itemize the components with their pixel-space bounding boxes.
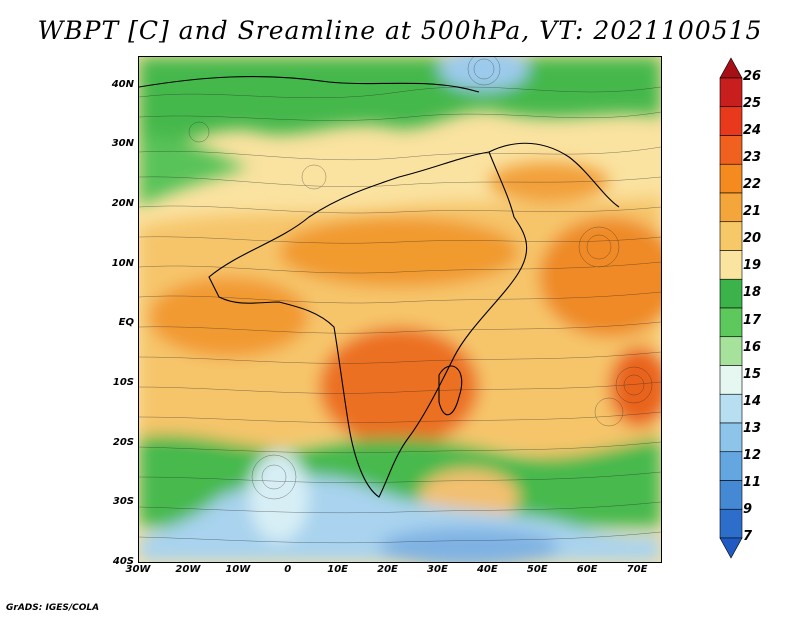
field-orange-central	[319, 327, 479, 447]
lat-label-20s: 20S	[112, 436, 134, 448]
colorbar-swatch	[719, 451, 743, 481]
field-orange-arabia	[539, 217, 661, 337]
colorbar-swatch	[719, 278, 743, 309]
colorbar-label: 16	[743, 339, 762, 355]
colorbar-label: 23	[743, 150, 762, 166]
colorbar-label: 11	[743, 474, 762, 490]
colorbar-label: 26	[743, 69, 762, 84]
lon-label-10e: 10E	[327, 564, 348, 575]
map-frame	[138, 56, 662, 563]
field-blue-cell	[249, 452, 309, 542]
lat-label-40n: 40N	[111, 78, 134, 90]
colorbar-swatch	[719, 422, 743, 453]
colorbar-swatch	[719, 393, 743, 424]
colorbar-swatch	[719, 480, 743, 510]
lat-label-10s: 10S	[112, 377, 134, 389]
field-blue-deep	[379, 527, 559, 562]
lon-label-30w: 30W	[125, 564, 151, 575]
colorbar-swatch	[719, 221, 743, 251]
lon-label-30e: 30E	[427, 564, 448, 575]
lon-label-20w: 20W	[175, 564, 201, 575]
colorbar-label: 14	[743, 393, 762, 409]
lat-label-20n: 20N	[111, 198, 134, 210]
field-orange-west	[149, 277, 309, 357]
lat-label-eq: EQ	[118, 317, 134, 329]
colorbar-swatch	[719, 192, 743, 223]
map-title: WBPT [C] and Sreamline at 500hPa, VT: 20…	[37, 16, 763, 45]
colorbar-top-arrow	[719, 57, 743, 79]
colorbar	[719, 57, 743, 559]
lon-label-70e: 70E	[626, 564, 648, 575]
lon-label-20e: 20E	[377, 564, 398, 575]
streamline-map	[139, 57, 661, 562]
colorbar-swatch	[719, 307, 743, 338]
lon-label-60e: 60E	[576, 564, 598, 575]
colorbar-label: 12	[743, 447, 762, 463]
colorbar-label: 20	[743, 231, 762, 247]
colorbar-swatch	[719, 365, 743, 395]
colorbar-label: 21	[743, 204, 762, 220]
colorbar-label: 25	[743, 96, 762, 112]
lat-label-30s: 30S	[112, 496, 134, 508]
colorbar-bottom-arrow	[719, 537, 743, 559]
colorbar-label: 7	[743, 529, 753, 544]
coastlines	[139, 76, 620, 498]
lat-label-10n: 10N	[111, 257, 134, 269]
colorbar-swatch	[719, 508, 743, 539]
colorbar-swatch	[719, 135, 743, 165]
lon-label-50e: 50E	[526, 564, 548, 575]
field-north-blue	[439, 57, 529, 91]
streamlines	[139, 57, 661, 544]
field-north-green-2	[139, 136, 249, 207]
colorbar-swatch	[719, 336, 743, 366]
colorbar-label: 22	[743, 177, 762, 193]
colorbar-label: 9	[743, 501, 753, 517]
colorbar-swatch	[719, 77, 743, 108]
colorbar-swatch	[719, 163, 743, 194]
colorbar-label: 24	[743, 123, 762, 139]
colorbar-label: 19	[743, 258, 762, 274]
lat-label-30n: 30N	[111, 138, 134, 150]
colorbar-label: 15	[743, 366, 762, 382]
lat-label-40s: 40S	[112, 556, 134, 567]
colorbar-swatch	[719, 250, 743, 280]
colorbar-label: 17	[743, 312, 762, 328]
lon-label-0: 0	[284, 564, 292, 575]
field-orange-sahel	[279, 217, 519, 287]
grads-credit: GrADS: IGES/COLA	[6, 603, 100, 613]
lon-label-40e: 40E	[476, 564, 498, 575]
lon-label-10w: 10W	[225, 564, 251, 575]
colorbar-label: 13	[743, 420, 762, 436]
field-north-green	[139, 57, 661, 152]
colorbar-label: 18	[743, 285, 762, 301]
colorbar-swatch	[719, 106, 743, 136]
